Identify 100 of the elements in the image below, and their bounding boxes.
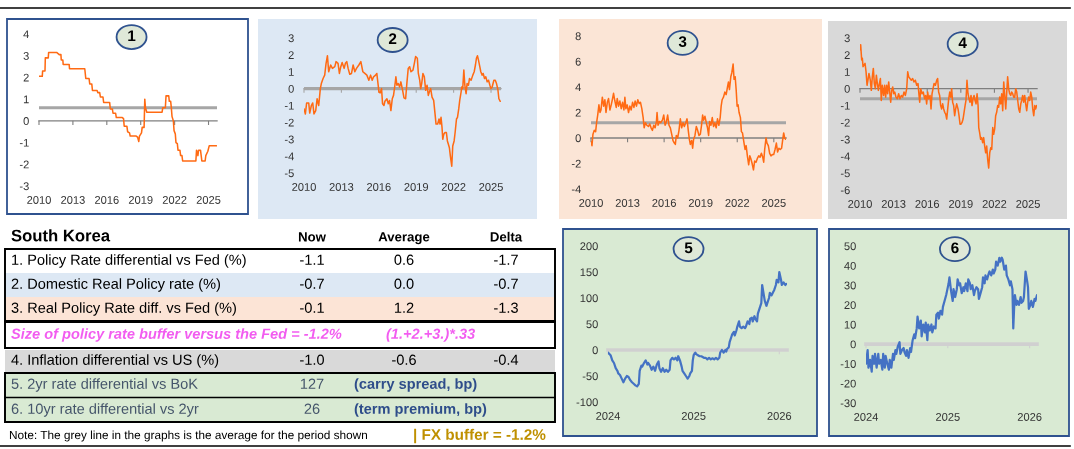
line-series (608, 270, 787, 388)
text: (carry spread, bp) (354, 378, 477, 392)
x-tick-label: 2019 (949, 200, 973, 208)
y-tick-label: 20 (844, 301, 856, 310)
chart-title: 3 (678, 36, 687, 48)
text: 4. Inflation differential vs US (%) (11, 354, 219, 368)
y-tick-label: 0 (592, 346, 598, 355)
y-tick-label: -2 (19, 160, 29, 169)
chart-title: 1 (128, 30, 136, 41)
y-tick-label: 6 (575, 57, 581, 66)
x-tick-label: 2022 (162, 196, 187, 204)
y-tick-label: -2 (571, 159, 581, 168)
x-tick-label: 2019 (128, 196, 153, 204)
x-tick-label: 2025 (681, 412, 706, 420)
x-tick-label: 2024 (854, 413, 879, 421)
y-tick-label: -3 (840, 135, 850, 144)
x-tick-label: 2025 (936, 413, 960, 421)
text: 1. Policy Rate differential vs Fed (%) (12, 254, 246, 268)
x-tick-label: 2013 (61, 196, 85, 204)
y-tick-label: 2 (844, 51, 850, 59)
y-tick-label: -2 (284, 118, 294, 127)
text: 1.2 (394, 302, 414, 313)
y-tick-label: 40 (844, 261, 856, 270)
x-tick-label: 2016 (915, 200, 940, 208)
text: -1.1 (300, 254, 324, 265)
y-tick-label: 2 (575, 108, 581, 117)
chart-title: 5 (684, 242, 693, 254)
y-tick-label: -100 (576, 398, 598, 407)
x-tick-label: 2010 (292, 183, 316, 191)
chart-title: 2 (388, 33, 397, 44)
x-tick-label: 2013 (329, 183, 354, 191)
y-tick-label: -2 (840, 118, 850, 127)
text: 6. 10yr rate differential vs 2yr (11, 403, 199, 417)
y-tick-label: 1 (23, 95, 29, 104)
x-tick-label: 2022 (725, 199, 750, 207)
y-tick-label: 150 (580, 268, 598, 277)
text: (term premium, bp) (354, 403, 487, 417)
x-tick-label: 2026 (767, 412, 792, 420)
y-tick-label: 0 (288, 84, 294, 93)
y-tick-label: 4 (23, 30, 29, 39)
y-tick-label: -1 (840, 101, 850, 110)
y-tick-label: -4 (840, 152, 850, 161)
y-tick-label: -50 (582, 372, 598, 381)
text: -0.7 (494, 278, 518, 289)
text: 2. Domestic Real Policy rate (%) (11, 278, 220, 292)
text: 0.0 (394, 278, 414, 289)
y-tick-label: -3 (284, 135, 294, 144)
line-series (866, 256, 1037, 373)
text: Now (298, 232, 326, 242)
x-tick-label: 2022 (441, 183, 466, 191)
y-tick-label: -1 (19, 138, 29, 147)
x-tick-label: 2019 (688, 199, 713, 207)
y-tick-label: -10 (840, 360, 856, 368)
y-tick-label: -4 (571, 185, 581, 194)
y-tick-label: 3 (844, 34, 850, 43)
text: Note: The grey line in the graphs is the average for the period shown (9, 430, 367, 442)
y-tick-label: 0 (850, 340, 856, 349)
text: Average (378, 232, 430, 245)
y-tick-label: 3 (288, 34, 294, 43)
text: -0.6 (392, 354, 416, 365)
y-tick-label: 4 (575, 83, 581, 92)
x-tick-label: 2019 (404, 183, 429, 191)
x-tick-label: 2010 (579, 199, 603, 207)
text: -0.7 (300, 278, 324, 289)
y-tick-label: 2 (288, 51, 294, 59)
line-series (304, 54, 501, 168)
text: | FX buffer = -1.2% (414, 428, 546, 444)
y-tick-label: 1 (288, 68, 294, 76)
y-tick-label: -1 (284, 101, 294, 110)
y-tick-label: 10 (844, 320, 856, 329)
x-tick-label: 2016 (652, 199, 676, 207)
text: -1.0 (300, 354, 324, 365)
y-tick-label: -20 (840, 379, 856, 388)
chart-title: 4 (958, 37, 967, 49)
text: 127 (300, 378, 324, 389)
text: 5. 2yr rate differential vs BoK (11, 378, 198, 392)
y-tick-label: -5 (284, 169, 294, 178)
y-tick-label: 50 (586, 320, 598, 329)
x-tick-label: 2025 (762, 199, 786, 207)
x-tick-label: 2013 (881, 200, 906, 208)
x-tick-label: 2016 (367, 183, 391, 191)
text: 3. Real Policy Rate diff. vs Fed (%) (11, 302, 236, 316)
y-tick-label: 0 (575, 134, 581, 143)
line-series (39, 51, 217, 162)
y-tick-label: 8 (575, 32, 581, 41)
text: (1.+2.+3.)*.33 (386, 328, 476, 342)
x-tick-label: 2025 (1016, 200, 1040, 208)
text: Size of policy rate buffer versus the Fed = -1.2% (11, 328, 342, 342)
x-tick-label: 2025 (196, 196, 221, 204)
text: -1.3 (494, 302, 518, 313)
x-tick-label: 2024 (596, 412, 621, 420)
y-tick-label: -30 (840, 399, 856, 408)
text: -0.1 (300, 302, 324, 313)
x-tick-label: 2026 (1017, 413, 1042, 421)
x-tick-label: 2013 (615, 199, 640, 207)
text: 0.6 (394, 254, 414, 265)
y-tick-label: 1 (844, 68, 850, 76)
x-tick-label: 2010 (27, 196, 51, 204)
y-tick-label: -6 (840, 186, 850, 195)
y-tick-label: 0 (23, 117, 29, 125)
